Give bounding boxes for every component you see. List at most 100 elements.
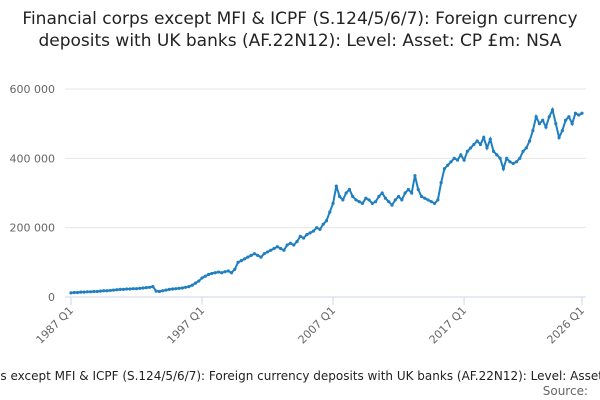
point — [560, 129, 564, 133]
point — [95, 289, 99, 294]
point — [239, 259, 243, 263]
point — [229, 271, 234, 275]
point — [72, 290, 76, 295]
point — [573, 111, 578, 115]
point — [449, 160, 453, 164]
point — [305, 233, 309, 237]
point — [269, 248, 273, 252]
point — [75, 290, 80, 295]
point — [265, 250, 270, 254]
point — [544, 125, 548, 129]
point — [338, 194, 342, 199]
point — [200, 276, 204, 280]
point — [518, 156, 522, 160]
point — [374, 200, 378, 204]
point — [514, 160, 519, 164]
point — [246, 255, 250, 259]
point — [161, 289, 165, 293]
point — [341, 198, 345, 202]
point — [396, 194, 401, 199]
footer: Financial corps except MFI & ICPF (S.124… — [0, 369, 600, 383]
point — [334, 184, 338, 188]
point — [508, 160, 512, 164]
y-tick-label: 0 — [48, 291, 55, 304]
point — [223, 270, 227, 274]
point — [154, 289, 158, 293]
point — [318, 227, 322, 231]
point — [537, 122, 542, 126]
source: Source: — [543, 384, 588, 398]
point — [380, 191, 384, 195]
point — [187, 285, 191, 289]
point — [459, 153, 463, 157]
point — [511, 161, 515, 166]
line — [70, 106, 583, 294]
x-tick-label: 2007 Q1 — [296, 304, 339, 347]
point — [92, 289, 96, 294]
y-tick-label: 400 000 — [10, 152, 56, 165]
point — [206, 272, 211, 277]
point — [351, 194, 355, 199]
point — [557, 135, 561, 140]
point — [580, 111, 584, 115]
point — [524, 146, 528, 150]
point — [134, 287, 139, 291]
point — [108, 288, 112, 293]
point — [128, 287, 132, 291]
point — [491, 149, 496, 153]
point — [550, 108, 555, 112]
point — [393, 198, 397, 202]
point — [475, 139, 479, 143]
point — [436, 198, 440, 202]
point — [488, 137, 492, 141]
point — [157, 289, 162, 294]
point — [131, 287, 135, 291]
point — [148, 285, 152, 289]
point — [111, 288, 116, 292]
point — [144, 286, 148, 290]
point — [439, 181, 443, 185]
point — [442, 167, 447, 171]
x-tick-label: 2017 Q1 — [427, 304, 470, 347]
point — [416, 187, 420, 192]
point — [167, 287, 171, 291]
point — [390, 203, 394, 207]
point — [193, 281, 198, 285]
point — [210, 271, 214, 276]
point — [364, 196, 368, 200]
point — [164, 288, 168, 292]
point — [554, 122, 558, 126]
point — [570, 122, 574, 126]
point — [370, 201, 374, 205]
point — [403, 191, 407, 195]
point — [495, 153, 499, 157]
point — [400, 198, 404, 202]
x-tick-label: 1987 Q1 — [34, 304, 77, 347]
point — [292, 243, 296, 247]
point — [462, 158, 466, 162]
point — [282, 248, 286, 252]
point — [527, 139, 532, 143]
point — [406, 187, 410, 192]
point — [197, 279, 201, 283]
point — [367, 198, 371, 202]
point — [85, 290, 89, 294]
point — [311, 229, 315, 233]
point — [501, 167, 505, 171]
point — [485, 146, 489, 150]
point — [121, 287, 126, 291]
point — [262, 252, 266, 256]
point — [321, 222, 325, 226]
point — [360, 201, 365, 205]
point — [79, 290, 83, 294]
point — [298, 234, 302, 238]
point — [564, 118, 568, 122]
point — [252, 252, 257, 256]
point — [138, 286, 142, 290]
point — [272, 246, 276, 251]
point — [315, 226, 319, 230]
point — [98, 289, 103, 293]
point — [478, 142, 483, 147]
point — [125, 287, 129, 291]
